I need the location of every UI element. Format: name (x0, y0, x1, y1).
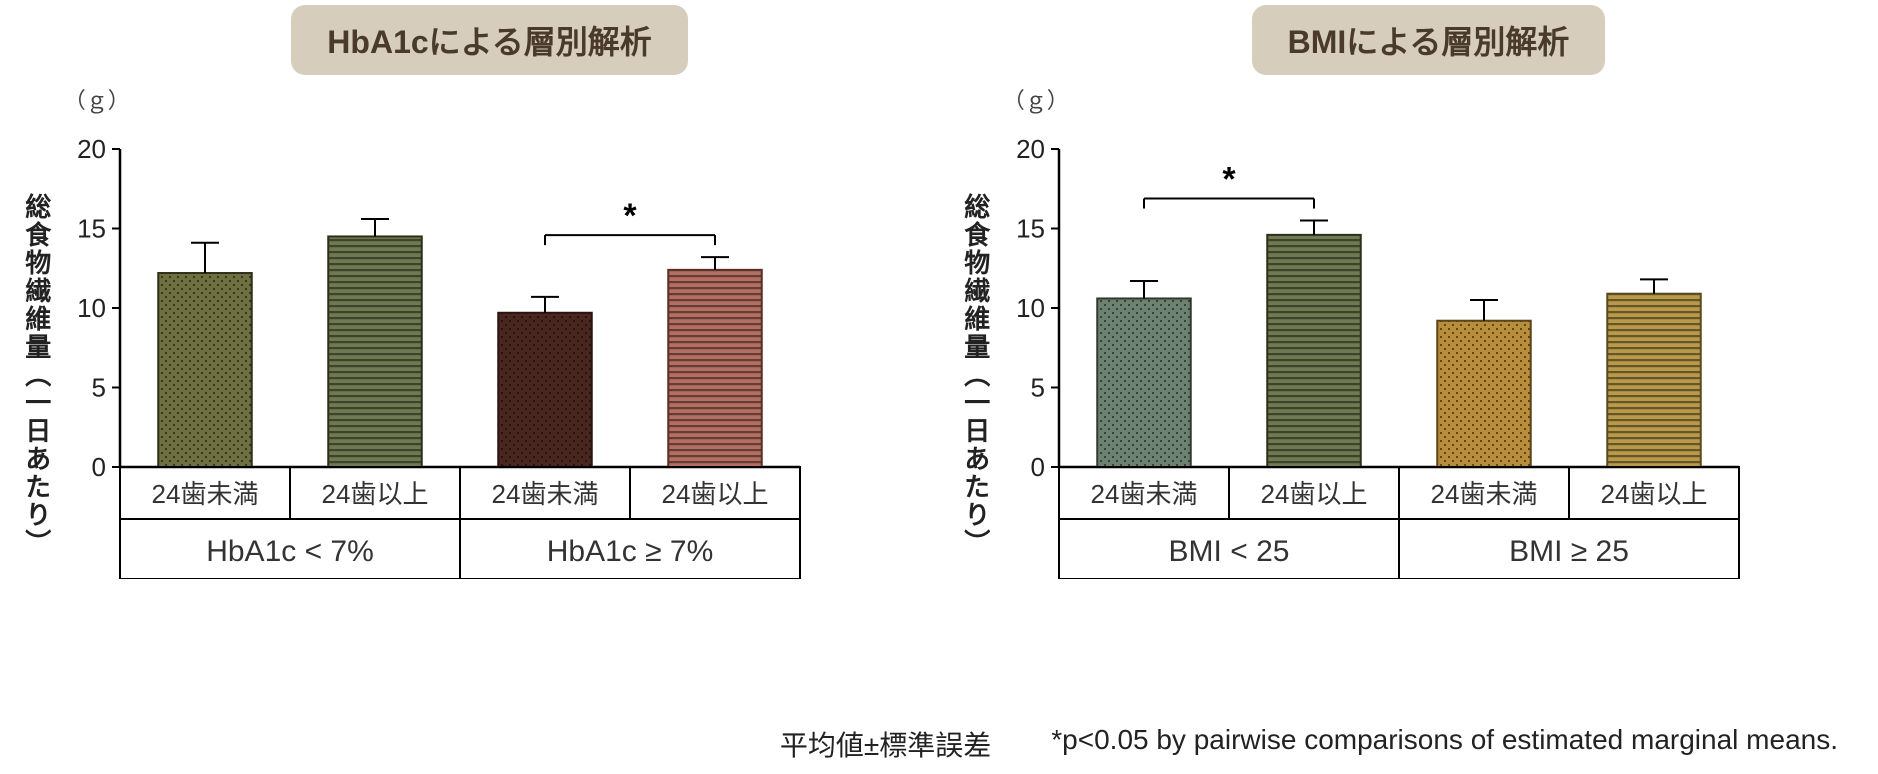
svg-text:24歯未満: 24歯未満 (1090, 479, 1197, 509)
svg-text:24歯未満: 24歯未満 (491, 479, 598, 509)
svg-text:24歯以上: 24歯以上 (321, 479, 428, 509)
svg-text:15: 15 (77, 214, 106, 244)
plot-column: （ｇ） 0 5 10 15 20 24歯未満 24歯以上 24歯未満 24歯以上 BMI < 25… (999, 83, 1759, 579)
chart-hba1c: HbA1cによる層別解析 総食物繊維量（一日あたり） （ｇ） 0 5 10 15 20 2… (19, 5, 920, 714)
svg-text:24歯以上: 24歯以上 (1600, 479, 1707, 509)
svg-text:24歯以上: 24歯以上 (1260, 479, 1367, 509)
svg-text:BMI ≥ 25: BMI ≥ 25 (1509, 535, 1629, 568)
svg-text:20: 20 (1016, 134, 1045, 164)
svg-text:24歯以上: 24歯以上 (661, 479, 768, 509)
svg-text:0: 0 (91, 452, 105, 482)
y-axis-unit: （ｇ） (64, 83, 130, 115)
plot-wrap: 総食物繊維量（一日あたり） （ｇ） 0 5 10 15 20 24歯未満 24歯以上 24歯未… (958, 83, 1859, 579)
chart-title: BMIによる層別解析 (1252, 5, 1606, 75)
svg-text:15: 15 (1016, 214, 1045, 244)
y-axis-label: 総食物繊維量（一日あたり） (958, 193, 995, 557)
y-axis-unit: （ｇ） (1003, 83, 1069, 115)
footnote-right: *p<0.05 by pairwise comparisons of estim… (1051, 724, 1838, 764)
svg-text:HbA1c ≥ 7%: HbA1c ≥ 7% (547, 535, 714, 568)
root: HbA1cによる層別解析 総食物繊維量（一日あたり） （ｇ） 0 5 10 15 20 2… (0, 0, 1878, 774)
svg-text:BMI < 25: BMI < 25 (1168, 535, 1289, 568)
chart-svg: 0 5 10 15 20 24歯未満 24歯以上 24歯未満 24歯以上 BMI < 25 * BMI… (999, 119, 1759, 579)
chart-bmi: BMIによる層別解析 総食物繊維量（一日あたり） （ｇ） 0 5 10 15 20 24歯… (958, 5, 1859, 714)
svg-text:24歯未満: 24歯未満 (151, 479, 258, 509)
svg-text:24歯未満: 24歯未満 (1430, 479, 1537, 509)
svg-text:0: 0 (1030, 452, 1044, 482)
chart-svg: 0 5 10 15 20 24歯未満 24歯以上 24歯未満 24歯以上 HbA1c < 7% Hb… (60, 119, 820, 579)
svg-text:5: 5 (91, 373, 105, 403)
svg-text:10: 10 (1016, 293, 1045, 323)
svg-text:20: 20 (77, 134, 106, 164)
svg-text:10: 10 (77, 293, 106, 323)
svg-text:5: 5 (1030, 373, 1044, 403)
plot-wrap: 総食物繊維量（一日あたり） （ｇ） 0 5 10 15 20 24歯未満 24歯以上 24歯未… (19, 83, 920, 579)
y-axis-label: 総食物繊維量（一日あたり） (19, 193, 56, 557)
svg-text:*: * (623, 197, 637, 235)
svg-text:HbA1c < 7%: HbA1c < 7% (206, 535, 374, 568)
charts-row: HbA1cによる層別解析 総食物繊維量（一日あたり） （ｇ） 0 5 10 15 20 2… (0, 0, 1878, 714)
chart-title: HbA1cによる層別解析 (291, 5, 687, 75)
footnote-row: 平均値±標準誤差 *p<0.05 by pairwise comparisons… (0, 714, 1878, 774)
svg-text:*: * (1222, 161, 1236, 199)
footnote-left: 平均値±標準誤差 (780, 724, 991, 764)
plot-column: （ｇ） 0 5 10 15 20 24歯未満 24歯以上 24歯未満 24歯以上 HbA1c < … (60, 83, 820, 579)
